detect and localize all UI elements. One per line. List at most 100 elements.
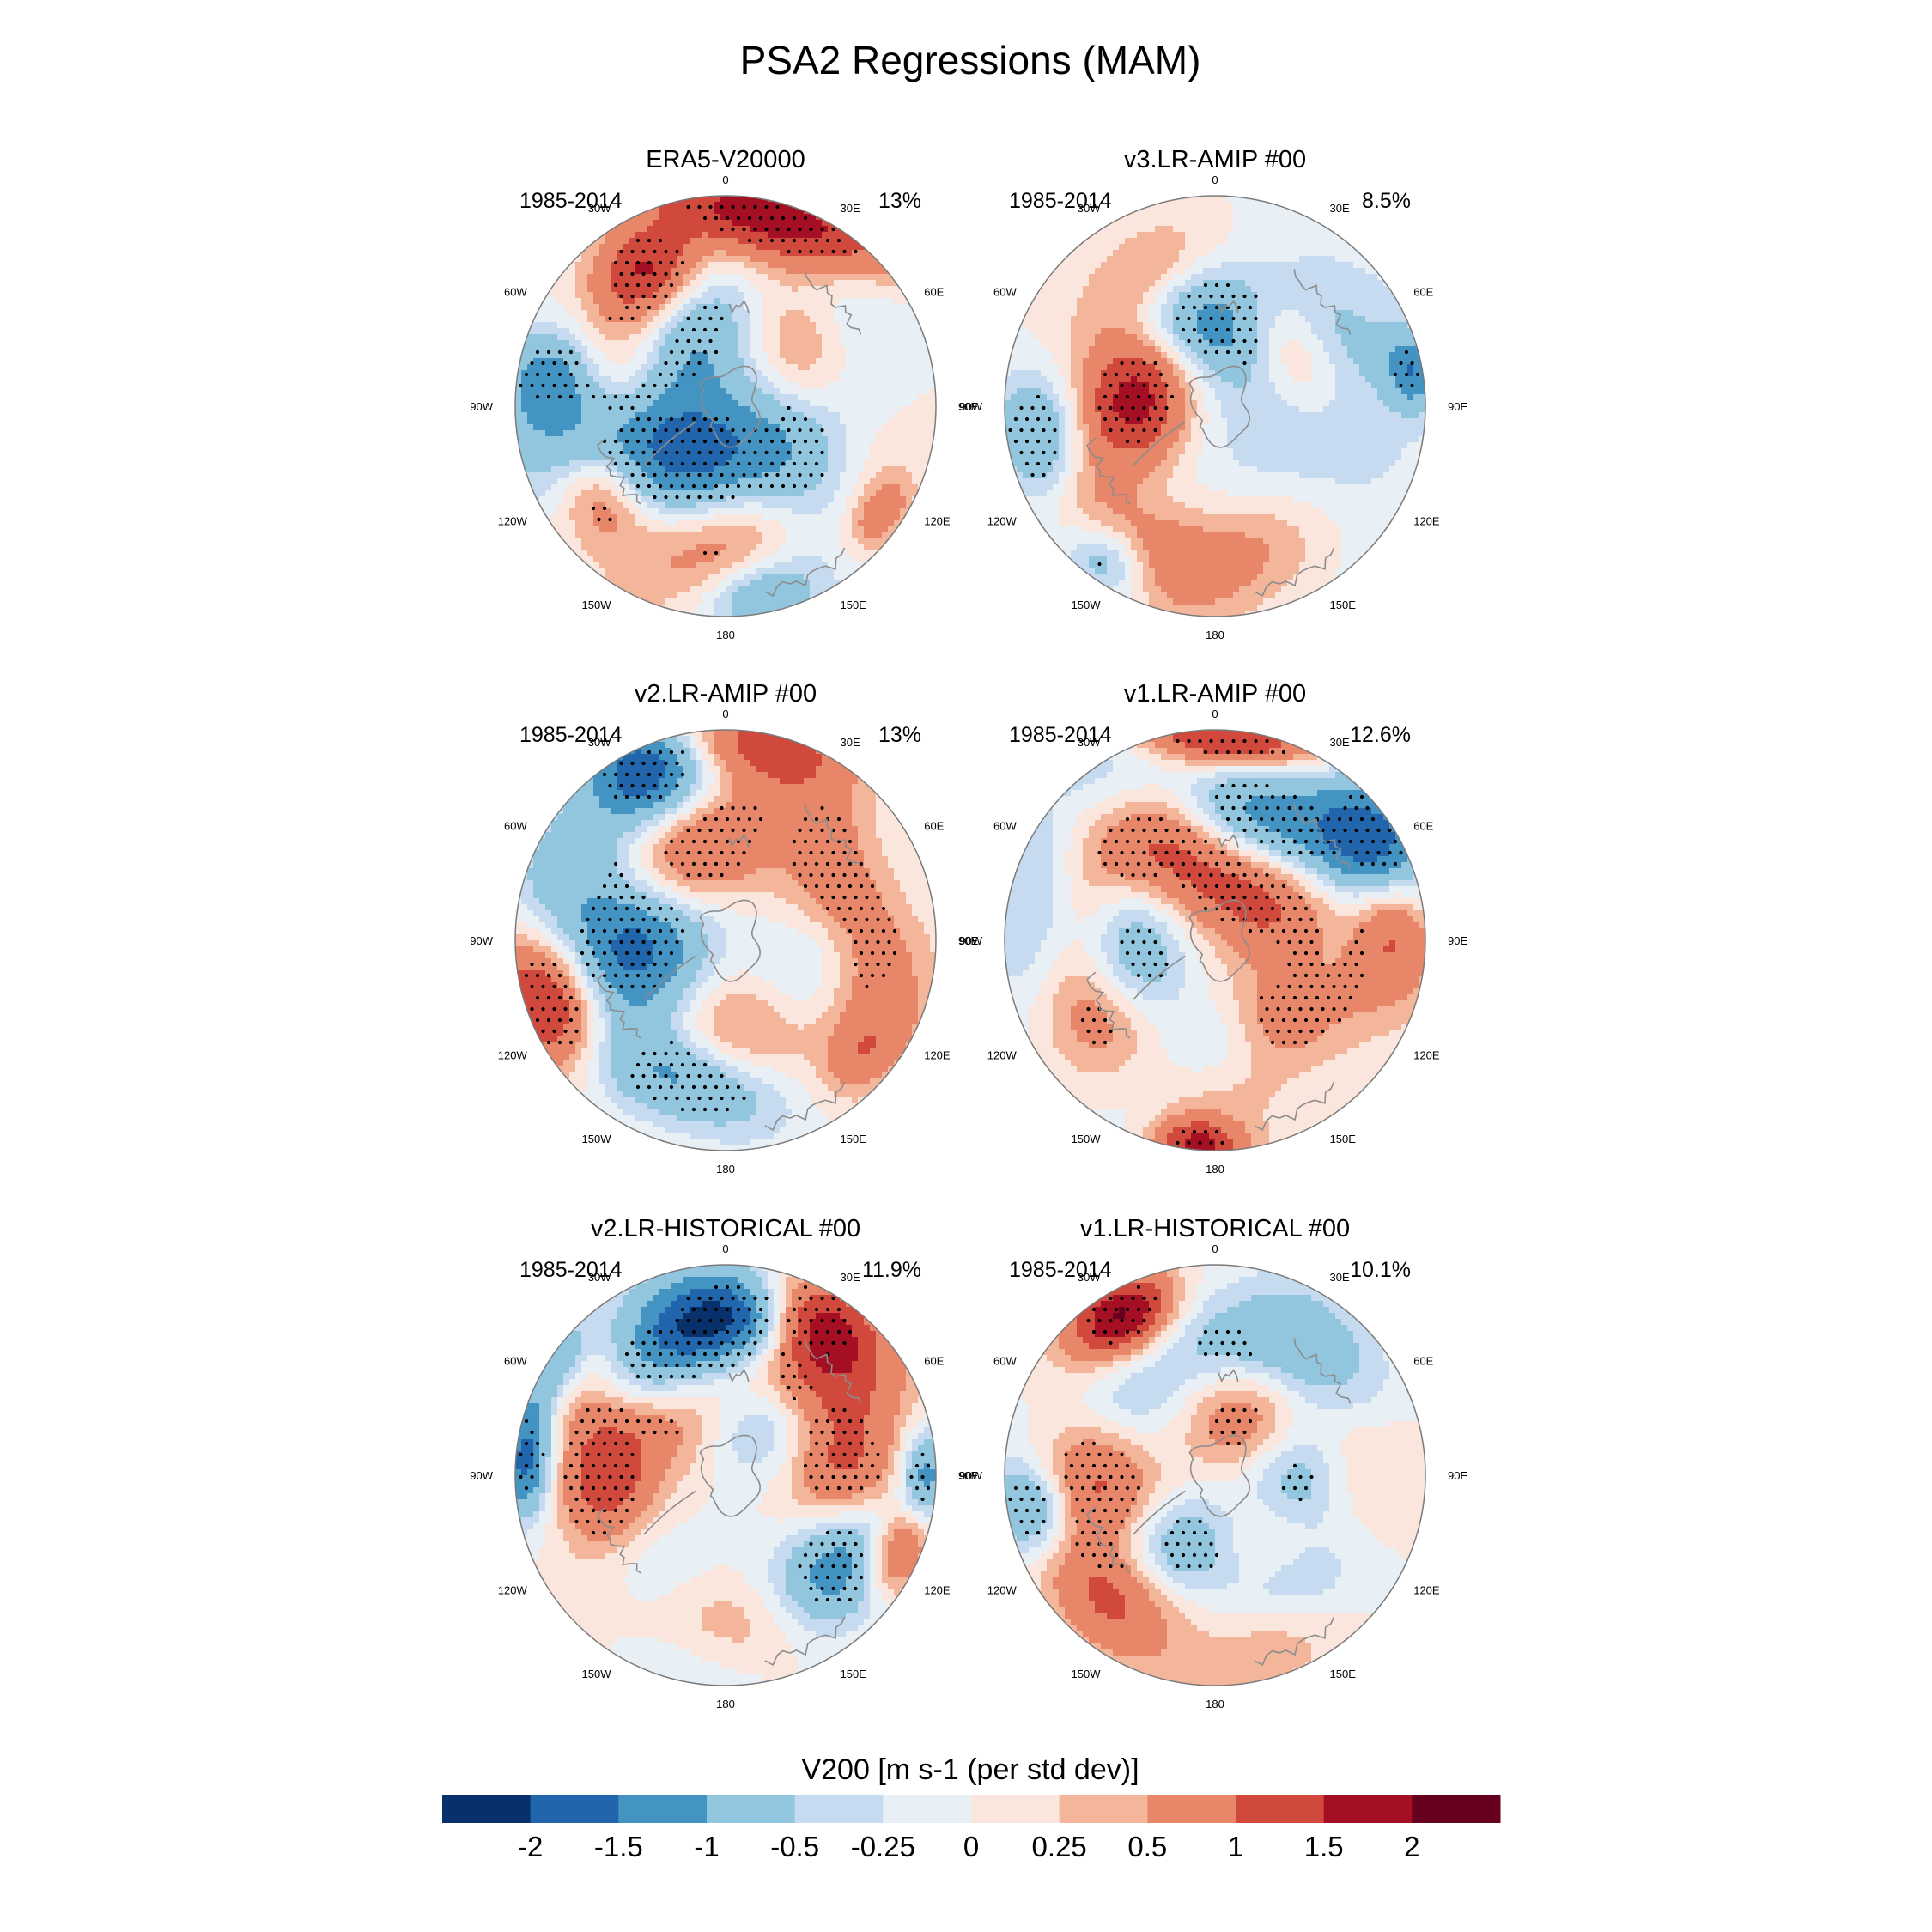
shade-cell — [1239, 856, 1252, 863]
shade-cell — [882, 1517, 895, 1524]
shade-cell — [677, 754, 690, 761]
stipple-dot — [669, 1084, 674, 1090]
shade-cell — [593, 502, 606, 509]
stipple-dot — [1236, 349, 1242, 355]
shade-cell — [599, 310, 648, 317]
shade-cell — [888, 526, 901, 533]
shade-cell — [617, 934, 648, 941]
stipple-dot — [1242, 805, 1247, 811]
stipple-dot — [635, 951, 641, 956]
stipple-dot — [1170, 861, 1175, 866]
stipple-dot — [541, 984, 545, 989]
stipple-dot — [619, 271, 623, 276]
shade-cell — [1293, 886, 1306, 893]
shade-cell — [575, 1523, 630, 1530]
shade-cell — [671, 298, 684, 305]
shade-cell — [1125, 994, 1144, 1001]
stipple-dot — [1309, 939, 1314, 945]
stipple-dot — [641, 249, 646, 254]
shade-cell — [1113, 760, 1150, 767]
shade-cell — [575, 262, 594, 269]
shade-cell — [780, 424, 823, 431]
shade-cell — [1305, 1042, 1360, 1049]
shade-cell — [828, 382, 936, 389]
shade-cell — [569, 790, 594, 797]
shade-cell — [1089, 430, 1102, 437]
shade-cell — [1311, 1066, 1390, 1073]
shade-cell — [1173, 346, 1180, 353]
shade-cell — [581, 1391, 606, 1398]
shade-cell — [726, 388, 762, 395]
shade-cell — [1005, 412, 1060, 419]
shade-cell — [840, 478, 859, 485]
stipple-dot — [1225, 349, 1230, 355]
shade-cell — [671, 382, 720, 389]
shade-cell — [539, 1445, 552, 1452]
shade-cell — [521, 1517, 540, 1524]
shade-cell — [1095, 466, 1156, 473]
shade-cell — [1257, 292, 1396, 299]
stipple-dot — [814, 861, 819, 866]
shade-cell — [551, 1421, 558, 1428]
stipple-dot — [1236, 906, 1242, 911]
shade-cell — [551, 1457, 558, 1464]
shade-cell — [1011, 328, 1030, 335]
shade-cell — [1323, 880, 1336, 887]
shade-cell — [774, 1403, 787, 1410]
shade-cell — [924, 1511, 936, 1518]
shade-cell — [780, 1595, 793, 1602]
shade-cell — [587, 922, 672, 929]
shade-cell — [1185, 376, 1198, 383]
shade-cell — [786, 1289, 793, 1296]
shade-cell — [1341, 952, 1425, 959]
shade-cell — [683, 280, 690, 287]
stipple-dot — [1142, 361, 1146, 366]
shade-cell — [1167, 928, 1186, 935]
shade-cell — [1173, 370, 1186, 377]
shade-cell — [810, 1613, 847, 1620]
shade-cell — [804, 778, 859, 785]
shade-cell — [1197, 400, 1204, 407]
shade-cell — [744, 1283, 762, 1290]
shade-cell — [563, 1451, 582, 1458]
shade-cell — [1143, 1133, 1156, 1139]
shade-cell — [635, 1373, 702, 1380]
shade-cell — [605, 1030, 612, 1037]
shade-cell — [882, 898, 907, 905]
stipple-dot — [664, 450, 668, 455]
shade-cell — [611, 1379, 630, 1386]
shade-cell — [780, 778, 805, 785]
stipple-dot — [1259, 1018, 1264, 1023]
shade-cell — [1209, 250, 1366, 257]
shade-cell — [1173, 286, 1192, 293]
stipple-dot — [675, 249, 679, 254]
shade-cell — [617, 514, 636, 521]
stipple-dot — [608, 316, 612, 321]
shade-cell — [515, 922, 528, 929]
shade-cell — [1269, 1127, 1318, 1133]
shade-cell — [1041, 340, 1072, 347]
shade-cell — [671, 1463, 690, 1470]
shade-cell — [1011, 478, 1060, 485]
shade-cell — [1317, 790, 1372, 797]
stipple-dot — [803, 439, 808, 444]
shade-cell — [1191, 820, 1204, 827]
stipple-dot — [530, 962, 534, 967]
shade-cell — [720, 766, 726, 773]
shade-cell — [1353, 1012, 1420, 1019]
shade-cell — [852, 988, 919, 995]
shade-cell — [780, 1349, 793, 1356]
shade-cell — [822, 340, 841, 347]
shade-cell — [1119, 1127, 1144, 1133]
shade-cell — [870, 496, 907, 503]
shade-cell — [762, 328, 781, 335]
longitude-label: 0 — [1212, 173, 1218, 186]
stipple-dot — [1281, 1018, 1286, 1023]
shade-cell — [1161, 862, 1210, 869]
shade-cell — [617, 958, 654, 965]
shade-cell — [581, 412, 636, 419]
stipple-dot — [658, 260, 663, 265]
shade-cell — [792, 508, 823, 515]
stipple-dot — [1147, 372, 1152, 377]
shade-cell — [726, 1072, 750, 1079]
